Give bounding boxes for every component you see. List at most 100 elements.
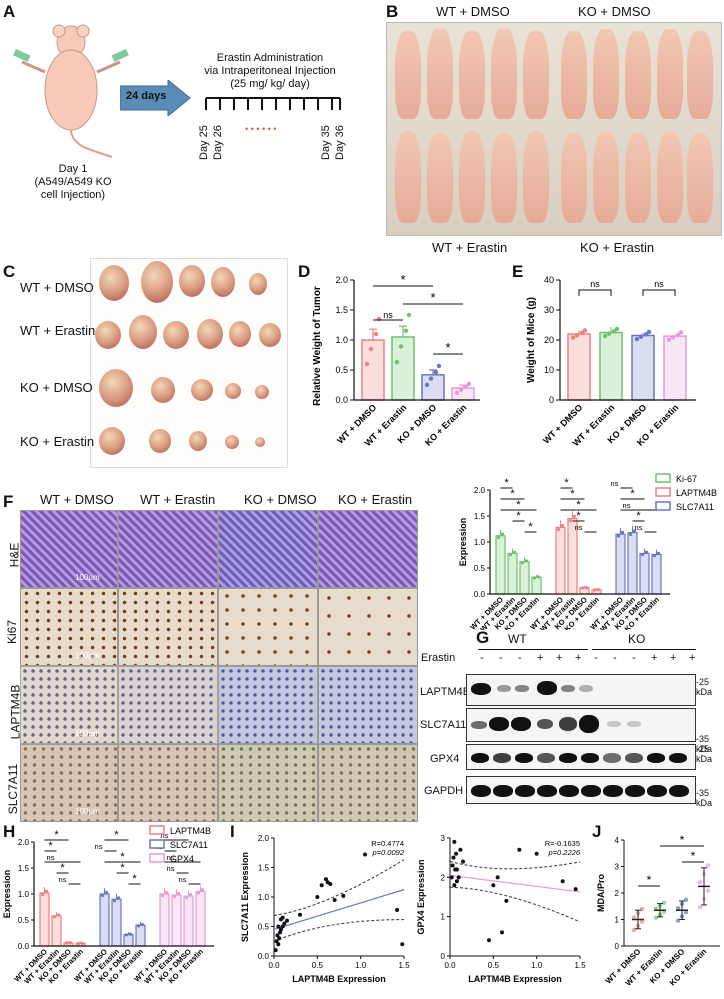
d-ytick-label-2: 1.0: [335, 335, 348, 345]
e-point-0-3: [582, 328, 588, 333]
i2-r: R=-0.1635: [545, 839, 580, 848]
j-sig-2: *: [647, 873, 652, 887]
f-ytick-label-1: 0.5: [474, 564, 486, 573]
e-point-0-2: [579, 330, 585, 335]
arrow-label: 24 days: [126, 90, 167, 102]
d-ylabel: Relative Weight of Tumor: [312, 286, 323, 406]
img-he-4: [318, 510, 418, 588]
h-pt-0-1-a: [52, 915, 57, 919]
f-pt-2-0-b: [620, 530, 625, 535]
i1-point-12: [319, 883, 324, 888]
j-point-3-5: [705, 863, 711, 868]
h-sig-1-2: *: [120, 851, 125, 863]
g-sign-3: +: [537, 652, 544, 664]
i1-point-20: [400, 942, 405, 947]
i2-xtick-label-3: 1.5: [574, 961, 586, 970]
h-pt-2-3-b: [200, 888, 205, 892]
d-sig-3: *: [445, 340, 450, 355]
f-legend-0: Ki-67: [676, 474, 697, 484]
j-point-2-3: [675, 905, 681, 911]
f-pt-0-3-b: [536, 575, 541, 579]
i2-ylabel: GPX4 Expression: [416, 859, 426, 934]
h-pt-0-2-a: [64, 941, 69, 945]
img-slc-2: [118, 744, 218, 822]
mouse-illustration: [13, 24, 129, 158]
f-sig-1-2: *: [576, 499, 581, 511]
h-pt-2-0-b: [164, 890, 169, 895]
g-protein-3: GAPDH: [424, 785, 464, 797]
c-row-0: WT + DMSO: [20, 280, 94, 295]
i1-point-7: [280, 924, 285, 929]
panel-label-b: B: [386, 2, 399, 21]
h-pt-1-2-a: [124, 933, 129, 937]
h-sig-0-1: *: [48, 840, 53, 852]
h-legend-1: SLC7A11: [170, 840, 208, 850]
panel-label-i: I: [230, 822, 235, 841]
h-ylabel: Expression: [2, 870, 12, 919]
h-pt-1-0-b: [104, 890, 109, 895]
f-legend-2: SLC7A11: [676, 502, 714, 512]
j-ytick-label-2: 2: [615, 889, 620, 898]
i1-point-8: [282, 921, 287, 926]
i2-point-13: [500, 930, 504, 935]
timeline-dots: • • • • • •: [245, 124, 277, 134]
i1-ytick-label-1: 0.5: [258, 923, 270, 932]
h-pt-0-3-a: [76, 941, 81, 946]
injection-line1: (A549/A549 KO: [34, 176, 112, 188]
h-sig-0-4: ns: [59, 875, 67, 884]
img-lap-4: [318, 666, 418, 744]
h-bar-2-1: [171, 894, 182, 947]
e-point-2-0: [634, 336, 640, 342]
i1-point-15: [328, 882, 333, 887]
panel-label-a: A: [3, 2, 16, 21]
h-pt-2-2-a: [184, 895, 189, 900]
f-sig-1-3: *: [576, 510, 581, 522]
d-sig-2: ns: [383, 310, 393, 320]
h-pt-1-1-b: [116, 896, 121, 900]
h-legend-0: LAPTM4B: [170, 826, 211, 836]
h-pt-0-0-a: [40, 892, 45, 897]
i2-xtick-label-1: 0.5: [488, 961, 500, 970]
i2-point-3: [452, 883, 457, 888]
i1-point-17: [341, 893, 346, 898]
f-pt-0-2-a: [520, 561, 525, 565]
day-25: Day 25: [198, 125, 210, 160]
g-marker-0: -25 kDa: [696, 677, 713, 697]
i1-ytick-label-0: 0.0: [258, 952, 270, 961]
day-35: Day 35: [320, 125, 332, 160]
e-point-2-2: [643, 332, 649, 337]
j-point-1-5: [661, 900, 667, 905]
e-ylabel: Weight of Mice (g): [526, 297, 537, 383]
i2-ci-lower: [449, 886, 581, 923]
g-ko-label: KO: [628, 632, 646, 646]
erastin-title-3: (25 mg/ kg/ day): [230, 78, 310, 90]
j-point-0-3: [631, 915, 637, 920]
i1-fit-line: [273, 889, 405, 931]
g-protein-2: GPX4: [430, 753, 460, 765]
g-sign-4: +: [556, 652, 563, 664]
e-point-3-0: [666, 337, 672, 342]
i1-ytick-label-2: 1.0: [258, 893, 270, 902]
h-bar-1-0: [99, 893, 110, 947]
i2-point-18: [573, 887, 578, 892]
h-pt-2-2-b: [188, 892, 193, 897]
i2-point-11: [491, 883, 496, 888]
panel-label-e: E: [512, 262, 524, 281]
d-point-3-0: [454, 390, 460, 395]
h-sig-1-4: *: [132, 873, 137, 885]
f-pt-2-3-b: [656, 551, 661, 555]
f-sig-2-1: *: [630, 488, 635, 500]
d-point-1-0: [394, 360, 400, 365]
j-point-1-0: [653, 915, 659, 920]
img-slc-4: [318, 744, 418, 822]
e-bar-1: [599, 331, 623, 401]
e-ytick-label-2: 20: [544, 335, 554, 345]
h-legend-swatch-2: [149, 853, 165, 863]
i1-xtick-label-0: 0.0: [268, 961, 280, 970]
h-bar-0-0: [39, 892, 50, 947]
h-sig-2-2: ns: [167, 853, 175, 862]
c-row-1: WT + Erastin: [20, 323, 96, 338]
panel-label-d: D: [298, 262, 311, 281]
f-pt-2-3-a: [652, 554, 657, 558]
erastin-title-2: via Intraperitoneal Injection: [204, 65, 336, 77]
